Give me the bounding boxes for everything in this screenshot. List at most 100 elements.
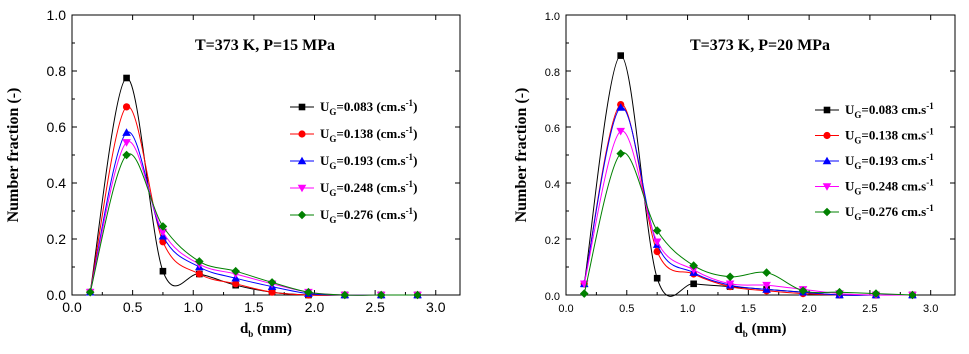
legend-label: UG=0.083 cm.s-1 xyxy=(845,101,934,120)
y-tick-label: 0.6 xyxy=(545,123,560,135)
legend-marker xyxy=(297,210,307,220)
y-tick-label: 0.2 xyxy=(47,231,67,247)
x-tick-label: 3.0 xyxy=(426,299,446,315)
x-tick-label: 0.5 xyxy=(123,299,143,315)
data-point xyxy=(689,266,698,275)
x-tick-label: 2.0 xyxy=(305,299,325,315)
legend-label: UG=0.083 (cm.s-1) xyxy=(320,98,417,117)
data-point xyxy=(122,103,131,111)
data-point xyxy=(798,286,808,296)
data-point xyxy=(835,287,844,297)
data-point xyxy=(652,226,662,235)
data-point xyxy=(231,266,240,276)
legend-label: UG=0.248 cm.s-1 xyxy=(845,178,934,197)
data-point xyxy=(616,127,626,136)
x-axis-label: db (mm) xyxy=(734,321,786,339)
legend-marker xyxy=(298,103,306,111)
y-tick-label: 0.0 xyxy=(545,291,560,303)
x-tick-label: 2.5 xyxy=(365,299,385,315)
series-line xyxy=(583,55,913,297)
y-tick-label: 0.0 xyxy=(47,287,67,303)
legend-label: UG=0.248 (cm.s-1) xyxy=(320,179,417,198)
data-point xyxy=(725,280,735,289)
data-point xyxy=(689,261,698,270)
data-point xyxy=(122,128,131,136)
legend-label: UG=0.193 (cm.s-1) xyxy=(320,152,417,171)
x-tick-label: 1.5 xyxy=(741,303,756,315)
data-point xyxy=(232,280,240,288)
x-tick-label: 0.0 xyxy=(62,299,82,315)
series-line xyxy=(583,152,913,296)
series-5 xyxy=(579,149,917,300)
data-point xyxy=(158,228,168,237)
y-axis-label: Number fraction (-) xyxy=(513,88,530,223)
series-line xyxy=(89,153,418,296)
data-point xyxy=(159,267,167,275)
condition-annotation: T=373 K, P=20 MPa xyxy=(690,37,830,54)
y-tick-label: 0.8 xyxy=(47,63,67,79)
data-point xyxy=(158,222,168,231)
x-tick-label: 0.5 xyxy=(619,303,634,315)
data-point xyxy=(267,278,277,287)
legend-label: UG=0.276 cm.s-1 xyxy=(845,203,934,222)
y-tick-label: 1.0 xyxy=(545,11,560,23)
x-tick-label: 2.5 xyxy=(862,303,877,315)
data-point xyxy=(653,274,661,282)
condition-annotation: T=373 K, P=15 MPa xyxy=(195,37,335,54)
data-point xyxy=(340,290,350,300)
data-point xyxy=(652,238,662,247)
data-point xyxy=(762,268,771,277)
data-point xyxy=(725,272,735,282)
y-tick-label: 1.0 xyxy=(47,7,67,23)
legend-marker xyxy=(297,156,307,165)
y-tick-label: 0.2 xyxy=(545,235,560,247)
data-point xyxy=(85,287,95,297)
data-point xyxy=(579,289,589,298)
data-point xyxy=(690,280,697,288)
legend-marker xyxy=(822,156,832,165)
data-point xyxy=(304,287,313,297)
x-tick-label: 1.5 xyxy=(244,299,264,315)
legend-marker xyxy=(822,183,832,191)
legend-marker xyxy=(823,131,831,140)
legend-label: UG=0.138 (cm.s-1) xyxy=(320,125,417,144)
data-point xyxy=(413,290,422,300)
x-tick-label: 3.0 xyxy=(923,303,938,315)
y-tick-label: 0.8 xyxy=(545,67,560,79)
y-axis-label: Number fraction (-) xyxy=(5,88,22,223)
legend-label: UG=0.276 (cm.s-1) xyxy=(320,206,417,225)
series-1 xyxy=(580,52,916,299)
y-tick-label: 0.6 xyxy=(47,119,67,135)
legend-marker xyxy=(823,106,831,114)
data-point xyxy=(871,289,881,298)
x-tick-label: 2.0 xyxy=(801,303,816,315)
data-point xyxy=(616,103,626,111)
x-tick-label: 1.0 xyxy=(184,299,204,315)
legend-marker xyxy=(822,207,832,217)
series-5 xyxy=(85,150,422,300)
y-tick-label: 0.4 xyxy=(47,175,67,191)
legend-label: UG=0.193 cm.s-1 xyxy=(845,152,934,171)
data-point xyxy=(195,257,204,266)
data-point xyxy=(123,74,130,82)
data-point xyxy=(617,52,625,59)
legend-label: UG=0.138 cm.s-1 xyxy=(845,127,934,146)
legend-marker xyxy=(298,130,306,138)
data-point xyxy=(653,248,661,256)
x-axis-label: db (mm) xyxy=(240,321,292,339)
y-tick-label: 0.4 xyxy=(545,179,560,191)
data-point xyxy=(122,150,131,160)
data-point xyxy=(122,139,131,147)
data-point xyxy=(616,149,626,158)
data-point xyxy=(762,281,771,290)
data-point xyxy=(908,290,917,300)
x-tick-label: 1.0 xyxy=(680,303,695,315)
chart-panel-1: 0.0 0.5 1.0 1.5 2.0 2.5 3.0 0.0 0.2 0.4 0.6 0.8 1.0 N… xyxy=(5,7,461,339)
chart-panel-2: 0.0 0.5 1.0 1.5 2.0 2.5 3.0 0.0 0.2 0.4 0.6 0.8 1.0 N… xyxy=(513,11,956,339)
x-tick-label: 0.0 xyxy=(558,303,573,315)
data-point xyxy=(376,290,386,300)
legend-marker xyxy=(297,184,307,193)
data-point xyxy=(195,270,203,278)
data-point xyxy=(268,288,276,296)
